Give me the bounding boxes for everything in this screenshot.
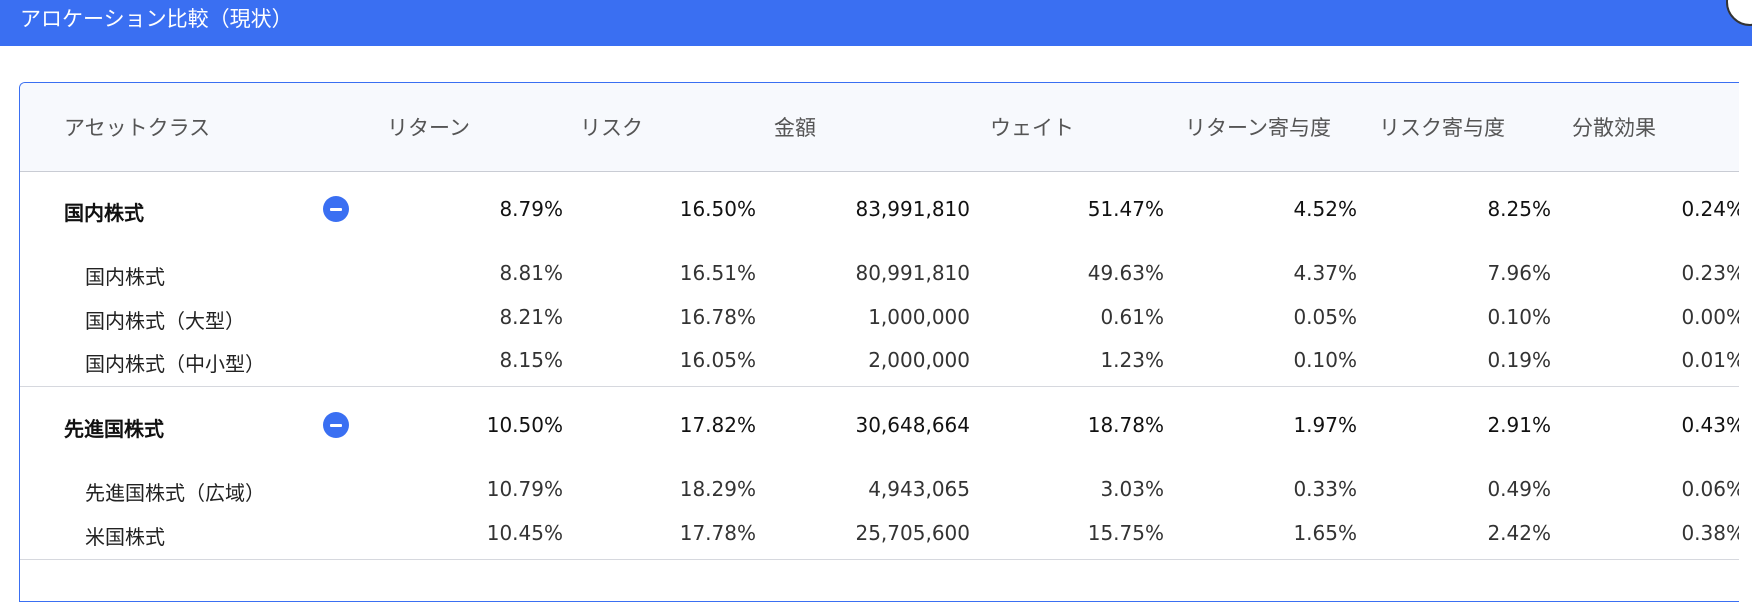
table-header: アセットクラス リターン リスク 金額 ウェイト リターン寄与度 リスク寄与度 … (20, 83, 1739, 172)
collapse-minus-icon[interactable] (323, 196, 349, 222)
group-name: 先進国株式 (64, 417, 164, 441)
diversification-effect-value: 0.43% (1681, 413, 1739, 437)
weight-value: 18.78% (1087, 413, 1164, 437)
risk-contribution-value: 2.42% (1487, 521, 1551, 545)
risk-value: 16.51% (679, 261, 756, 285)
page-title: アロケーション比較（現状） (20, 7, 293, 31)
weight-value: 3.03% (1100, 477, 1164, 501)
column-header-risk[interactable]: リスク (580, 116, 643, 140)
column-header-diversification-effect[interactable]: 分散効果 (1572, 116, 1656, 140)
asset-name: 国内株式 (85, 265, 165, 289)
return-value: 10.79% (486, 477, 563, 501)
table-row: 国内株式 8.81% 16.51% 80,991,810 49.63% 4.37… (20, 261, 1739, 289)
return-value: 10.50% (486, 413, 563, 437)
risk-value: 18.29% (679, 477, 756, 501)
return-contribution-value: 0.33% (1293, 477, 1357, 501)
top-bar: アロケーション比較（現状） (0, 0, 1752, 46)
asset-name: 米国株式 (85, 525, 165, 549)
risk-value: 16.78% (679, 305, 756, 329)
risk-value: 16.05% (679, 348, 756, 372)
return-value: 8.79% (499, 197, 563, 221)
weight-value: 0.61% (1100, 305, 1164, 329)
table-row: 国内株式（大型） 8.21% 16.78% 1,000,000 0.61% 0.… (20, 305, 1739, 333)
risk-contribution-value: 7.96% (1487, 261, 1551, 285)
return-contribution-value: 0.05% (1293, 305, 1357, 329)
column-header-weight[interactable]: ウェイト (990, 116, 1074, 140)
diversification-effect-value: 0.01% (1681, 348, 1739, 372)
column-header-return-contribution[interactable]: リターン寄与度 (1185, 116, 1331, 140)
collapse-minus-icon[interactable] (323, 412, 349, 438)
diversification-effect-value: 0.06% (1681, 477, 1739, 501)
amount-value: 2,000,000 (868, 348, 970, 372)
weight-value: 1.23% (1100, 348, 1164, 372)
risk-value: 17.78% (679, 521, 756, 545)
risk-contribution-value: 0.49% (1487, 477, 1551, 501)
return-contribution-value: 1.97% (1293, 413, 1357, 437)
risk-contribution-value: 0.10% (1487, 305, 1551, 329)
diversification-effect-value: 0.00% (1681, 305, 1739, 329)
column-header-asset-class[interactable]: アセットクラス (64, 116, 211, 140)
risk-contribution-value: 2.91% (1487, 413, 1551, 437)
asset-group: 先進国株式 10.50% 17.82% 30,648,664 18.78% 1.… (20, 386, 1739, 560)
return-contribution-value: 4.37% (1293, 261, 1357, 285)
column-header-return[interactable]: リターン (387, 116, 470, 140)
column-header-amount[interactable]: 金額 (774, 116, 816, 140)
close-button[interactable] (1726, 0, 1752, 26)
return-value: 8.81% (499, 261, 563, 285)
amount-value: 1,000,000 (868, 305, 970, 329)
return-value: 10.45% (486, 521, 563, 545)
risk-value: 17.82% (679, 413, 756, 437)
return-contribution-value: 4.52% (1293, 197, 1357, 221)
risk-value: 16.50% (679, 197, 756, 221)
risk-contribution-value: 0.19% (1487, 348, 1551, 372)
asset-name: 国内株式（大型） (85, 309, 245, 333)
allocation-table: アセットクラス リターン リスク 金額 ウェイト リターン寄与度 リスク寄与度 … (19, 82, 1739, 602)
amount-value: 4,943,065 (868, 477, 970, 501)
return-contribution-value: 1.65% (1293, 521, 1357, 545)
amount-value: 30,648,664 (855, 413, 970, 437)
group-name: 国内株式 (64, 201, 144, 225)
group-row-developed-equity[interactable]: 先進国株式 10.50% 17.82% 30,648,664 18.78% 1.… (20, 412, 1739, 441)
return-contribution-value: 0.10% (1293, 348, 1357, 372)
amount-value: 83,991,810 (855, 197, 970, 221)
weight-value: 49.63% (1087, 261, 1164, 285)
asset-name: 先進国株式（広域） (85, 481, 265, 505)
group-row-domestic-equity[interactable]: 国内株式 8.79% 16.50% 83,991,810 51.47% 4.52… (20, 196, 1739, 225)
column-header-risk-contribution[interactable]: リスク寄与度 (1379, 116, 1505, 140)
table-row: 国内株式（中小型） 8.15% 16.05% 2,000,000 1.23% 0… (20, 348, 1739, 376)
amount-value: 80,991,810 (855, 261, 970, 285)
risk-contribution-value: 8.25% (1487, 197, 1551, 221)
amount-value: 25,705,600 (855, 521, 970, 545)
diversification-effect-value: 0.23% (1681, 261, 1739, 285)
return-value: 8.21% (499, 305, 563, 329)
weight-value: 15.75% (1087, 521, 1164, 545)
asset-name: 国内株式（中小型） (85, 352, 265, 376)
diversification-effect-value: 0.38% (1681, 521, 1739, 545)
return-value: 8.15% (499, 348, 563, 372)
table-row: 米国株式 10.45% 17.78% 25,705,600 15.75% 1.6… (20, 521, 1739, 549)
weight-value: 51.47% (1087, 197, 1164, 221)
table-row: 先進国株式（広域） 10.79% 18.29% 4,943,065 3.03% … (20, 477, 1739, 505)
diversification-effect-value: 0.24% (1681, 197, 1739, 221)
